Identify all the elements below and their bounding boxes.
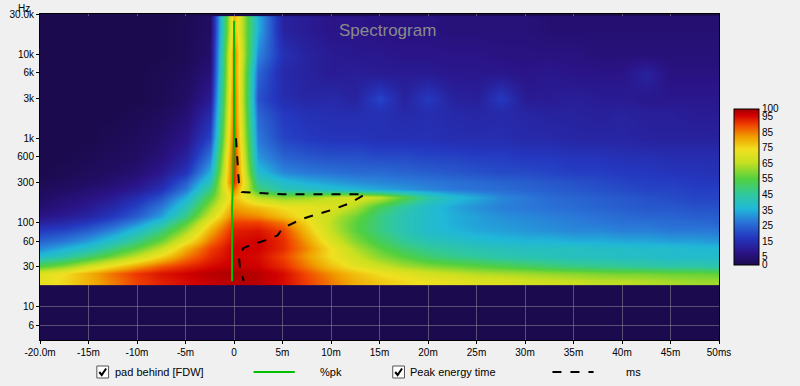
svg-text:15m: 15m	[370, 347, 389, 358]
svg-text:15: 15	[762, 236, 774, 247]
svg-text:85: 85	[762, 127, 774, 138]
svg-text:6: 6	[28, 320, 34, 331]
svg-text:ms: ms	[626, 366, 641, 378]
svg-text:95: 95	[762, 111, 774, 122]
svg-text:-5m: -5m	[177, 347, 194, 358]
svg-text:-20.0m: -20.0m	[24, 347, 55, 358]
svg-text:-10m: -10m	[126, 347, 149, 358]
svg-text:35m: 35m	[564, 347, 583, 358]
svg-text:10k: 10k	[18, 49, 35, 60]
svg-text:3k: 3k	[23, 93, 35, 104]
svg-text:Peak energy time: Peak energy time	[410, 366, 496, 378]
svg-text:6k: 6k	[23, 67, 35, 78]
svg-text:45: 45	[762, 189, 774, 200]
svg-text:25m: 25m	[467, 347, 486, 358]
svg-text:20m: 20m	[418, 347, 437, 358]
svg-text:60: 60	[23, 236, 35, 247]
svg-text:1k: 1k	[23, 133, 35, 144]
svg-text:-15m: -15m	[77, 347, 100, 358]
svg-text:100: 100	[762, 103, 779, 114]
svg-text:35: 35	[762, 205, 774, 216]
svg-text:Spectrogram: Spectrogram	[339, 21, 436, 40]
svg-text:45m: 45m	[661, 347, 680, 358]
svg-text:30.0k: 30.0k	[10, 9, 35, 20]
svg-text:300: 300	[17, 177, 34, 188]
svg-text:0: 0	[231, 347, 237, 358]
svg-text:0: 0	[762, 259, 768, 270]
svg-text:30: 30	[23, 261, 35, 272]
svg-text:75: 75	[762, 142, 774, 153]
svg-text:25: 25	[762, 220, 774, 231]
svg-text:5: 5	[762, 251, 768, 262]
svg-text:10m: 10m	[321, 347, 340, 358]
svg-text:600: 600	[17, 151, 34, 162]
svg-text:%pk: %pk	[320, 366, 342, 378]
svg-text:10: 10	[23, 301, 35, 312]
svg-text:Hz: Hz	[18, 3, 30, 14]
svg-text:30m: 30m	[515, 347, 534, 358]
svg-text:5m: 5m	[276, 347, 290, 358]
svg-text:pad behind [FDW]: pad behind [FDW]	[115, 366, 204, 378]
svg-text:65: 65	[762, 158, 774, 169]
svg-text:100: 100	[17, 217, 34, 228]
svg-text:55: 55	[762, 173, 774, 184]
svg-text:50ms: 50ms	[707, 347, 731, 358]
svg-text:40m: 40m	[612, 347, 631, 358]
